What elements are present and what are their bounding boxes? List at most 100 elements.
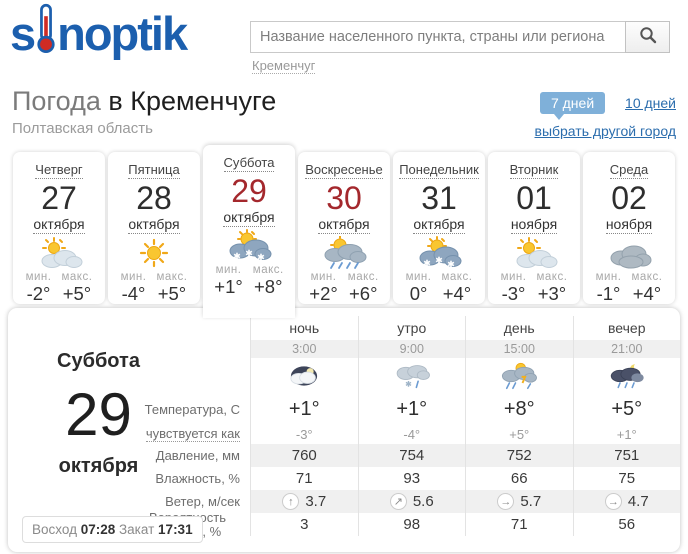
min-temp: +2°	[309, 283, 338, 304]
day-name-link[interactable]: Понедельник	[399, 162, 479, 179]
humidity-cell: 66	[465, 467, 573, 490]
feels-cell: +1°	[572, 424, 681, 444]
day-date: 28	[136, 180, 172, 216]
max-temp: +8°	[253, 276, 283, 297]
wind-cell: 5.6	[412, 493, 434, 510]
times-row: 3:00 9:00 15:00 21:00	[8, 340, 680, 358]
feels-like-row: чувствуется как -3° -4° +5° +1°	[8, 424, 680, 444]
min-temp: -4°	[121, 283, 146, 304]
time-cell: 21:00	[572, 340, 680, 358]
time-cell: 15:00	[465, 340, 573, 358]
selected-day-month: октября	[58, 455, 139, 477]
wind-row-label: Ветер, м/сек	[165, 494, 240, 509]
search-bar	[250, 21, 670, 53]
day-tab-saturday-selected[interactable]: Суббота 29 октября мин. +1° макс. +8°	[203, 145, 295, 318]
sunset-time: 17:31	[158, 522, 193, 537]
temperature-row-label: Температура, C	[144, 401, 240, 417]
pressure-cell: 751	[572, 444, 680, 467]
month-link[interactable]: октября	[413, 216, 465, 234]
wind-direction-icon: →	[497, 493, 515, 510]
min-label: мин.	[215, 264, 242, 276]
max-label: макс.	[441, 271, 473, 283]
month-link[interactable]: октября	[223, 209, 275, 227]
day-tab-wednesday[interactable]: Среда 02 ноября мин. -1° макс. +4°	[583, 152, 675, 304]
pressure-row-label: Давление, мм	[155, 448, 240, 463]
feels-cell: +5°	[465, 424, 573, 444]
day-name-link[interactable]: Вторник	[509, 162, 559, 179]
sinoptik-logo[interactable]: s noptik	[10, 2, 188, 65]
pressure-cell: 754	[357, 444, 465, 467]
sun-cloud-icon	[488, 236, 580, 270]
search-input[interactable]	[250, 21, 625, 53]
daypart-night: ночь	[250, 316, 358, 340]
moon-cloud-rain-icon	[606, 361, 648, 391]
recent-city-link[interactable]: Кременчуг	[252, 58, 316, 74]
wind-cell: 5.7	[520, 493, 542, 510]
day-name-link[interactable]: Среда	[609, 162, 649, 179]
daypart-day: день	[465, 316, 573, 340]
day-tab-tuesday[interactable]: Вторник 01 ноября мин. -3° макс. +3°	[488, 152, 580, 304]
month-link[interactable]: ноября	[605, 216, 653, 234]
sunrise-time: 07:28	[80, 522, 116, 537]
min-label: мин.	[120, 271, 147, 283]
min-label: мин.	[500, 271, 527, 283]
max-label: макс.	[536, 271, 568, 283]
max-temp: +3°	[537, 283, 567, 304]
max-label: макс.	[252, 264, 284, 276]
daypart-evening: вечер	[572, 316, 681, 340]
dayparts-row: ночь утро день вечер	[8, 316, 680, 340]
feels-like-row-label[interactable]: чувствуется как	[145, 426, 240, 442]
moon-cloud-icon	[283, 361, 325, 391]
day-tab-thursday[interactable]: Четверг 27 октября мин. -2° макс. +5°	[13, 152, 105, 304]
month-link[interactable]: октября	[128, 216, 180, 234]
temp-cell: +1°	[357, 394, 466, 424]
wind-cell: 4.7	[627, 493, 649, 510]
daypart-morning: утро	[357, 316, 466, 340]
day-date: 31	[421, 180, 457, 216]
selected-day-number: 29	[65, 381, 132, 448]
month-link[interactable]: ноября	[510, 216, 558, 234]
month-link[interactable]: октября	[33, 216, 85, 234]
minmax-temps: мин. +1° макс. +8°	[203, 264, 295, 297]
max-temp: +4°	[442, 283, 472, 304]
range-7days-button[interactable]: 7 дней	[539, 92, 606, 120]
wind-row: Ветер, м/сек ↑ 3.7 ↗ 5.6 → 5.7 → 4.7	[8, 490, 680, 513]
sun-icon	[108, 236, 200, 270]
max-label: макс.	[347, 271, 379, 283]
day-date: 29	[231, 173, 267, 209]
precip-cell: 56	[572, 513, 681, 536]
minmax-temps: мин. +2° макс. +6°	[298, 271, 390, 304]
day-name-link[interactable]: Суббота	[223, 155, 275, 172]
row-label	[8, 316, 250, 340]
month-link[interactable]: октября	[318, 216, 370, 234]
day-name-link[interactable]: Пятница	[128, 162, 180, 179]
feels-cell: -3°	[250, 424, 358, 444]
min-temp: -1°	[596, 283, 621, 304]
minmax-temps: мин. -1° макс. +4°	[583, 271, 675, 304]
wind-direction-icon: ↑	[282, 493, 300, 510]
max-label: макс.	[156, 271, 188, 283]
day-tab-sunday[interactable]: Воскресенье 30 октября мин. +2° макс. +6°	[298, 152, 390, 304]
humidity-row-label: Влажность, %	[155, 471, 240, 486]
minmax-temps: мин. -2° макс. +5°	[13, 271, 105, 304]
day-tab-monday[interactable]: Понедельник 31 октября мин. 0° макс. +4°	[393, 152, 485, 304]
day-tab-friday[interactable]: Пятница 28 октября мин. -4° макс. +5°	[108, 152, 200, 304]
logo-text-pre: s	[10, 7, 36, 60]
logo-text-post: noptik	[57, 7, 188, 60]
range-10days-link[interactable]: 10 дней	[625, 95, 676, 111]
wind-direction-icon: →	[604, 493, 622, 510]
precip-cell: 3	[250, 513, 358, 536]
thermometer-icon	[36, 2, 56, 65]
day-name-link[interactable]: Четверг	[35, 162, 83, 179]
day-name-link[interactable]: Воскресенье	[305, 162, 383, 179]
day-date: 27	[41, 180, 77, 216]
choose-city-link[interactable]: выбрать другой город	[534, 123, 677, 139]
min-temp: 0°	[409, 283, 428, 304]
pressure-row: Давление, мм 760 754 752 751	[8, 444, 680, 467]
humidity-row: Влажность, % 71 93 66 75	[8, 467, 680, 490]
min-label: мин.	[310, 271, 337, 283]
feels-cell: -4°	[357, 424, 466, 444]
search-button[interactable]	[625, 21, 670, 53]
humidity-cell: 71	[250, 467, 358, 490]
min-label: мин.	[25, 271, 52, 283]
